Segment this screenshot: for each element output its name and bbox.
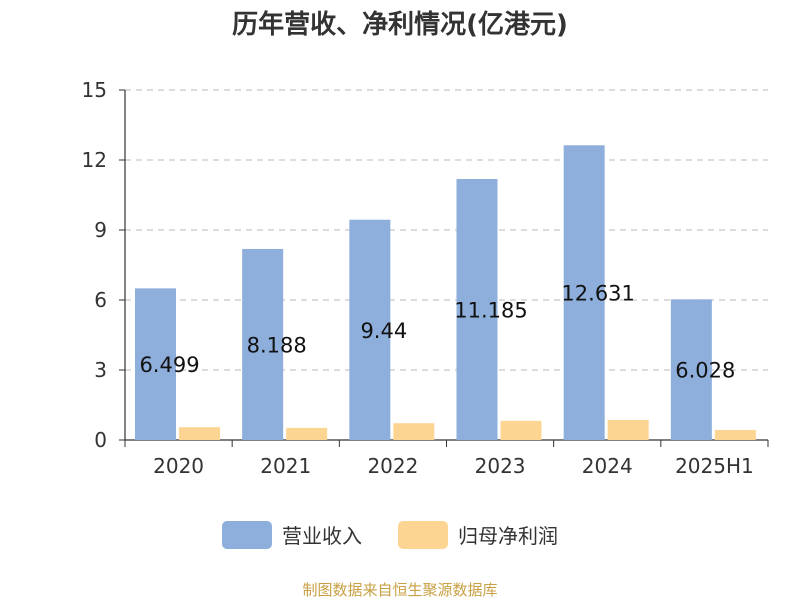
x-tick-label: 2020 bbox=[153, 454, 204, 478]
revenue-bar bbox=[456, 179, 498, 440]
net-profit-bar bbox=[607, 419, 649, 440]
y-tick-label: 9 bbox=[94, 218, 107, 242]
grid-lines bbox=[125, 89, 768, 371]
legend-label: 归母净利润 bbox=[458, 524, 558, 548]
source-note: 制图数据来自恒生聚源数据库 bbox=[302, 581, 497, 599]
x-tick-label: 2021 bbox=[260, 454, 311, 478]
y-tick-label: 15 bbox=[82, 78, 107, 102]
revenue-data-label: 12.631 bbox=[561, 282, 634, 306]
y-tick-label: 0 bbox=[94, 428, 107, 452]
y-tick-label: 12 bbox=[82, 148, 107, 172]
x-tick-label: 2023 bbox=[475, 454, 526, 478]
x-axis: 2020 2021 2022 2023 2024 2025H1 bbox=[124, 439, 769, 478]
legend-label: 营业收入 bbox=[282, 524, 362, 548]
revenue-data-label: 6.028 bbox=[675, 359, 735, 383]
net-profit-bar bbox=[179, 427, 220, 440]
revenue-bar bbox=[349, 219, 391, 440]
net-profit-bar bbox=[286, 427, 328, 440]
revenue-bar bbox=[242, 248, 284, 440]
legend-item[interactable]: 营业收入 bbox=[222, 521, 362, 549]
revenue-bar bbox=[563, 145, 605, 440]
legend-swatch bbox=[398, 521, 448, 549]
y-tick-label: 6 bbox=[94, 288, 107, 312]
revenue-data-label: 9.44 bbox=[360, 319, 407, 343]
x-tick-label: 2024 bbox=[582, 454, 633, 478]
net-profit-bar bbox=[714, 429, 756, 440]
revenue-data-label: 11.185 bbox=[454, 299, 527, 323]
net-profit-bar bbox=[500, 420, 542, 440]
revenue-data-label: 8.188 bbox=[247, 333, 307, 357]
y-tick-label: 3 bbox=[94, 358, 107, 382]
x-tick-label: 2025H1 bbox=[675, 454, 754, 478]
chart-title: 历年营收、净利情况(亿港元) bbox=[232, 9, 568, 40]
legend[interactable]: 营业收入 归母净利润 bbox=[222, 521, 558, 549]
revenue-bar bbox=[670, 299, 712, 440]
net-profit-bar bbox=[393, 423, 435, 440]
bars bbox=[135, 145, 756, 440]
y-axis: 0 3 6 9 12 15 bbox=[82, 78, 126, 452]
data-labels: 6.499 8.188 9.44 11.185 12.631 6.028 bbox=[139, 282, 735, 383]
x-tick-label: 2022 bbox=[367, 454, 418, 478]
revenue-bar bbox=[135, 288, 176, 440]
revenue-data-label: 6.499 bbox=[139, 353, 199, 377]
legend-swatch bbox=[222, 521, 272, 549]
legend-item[interactable]: 归母净利润 bbox=[398, 521, 558, 549]
